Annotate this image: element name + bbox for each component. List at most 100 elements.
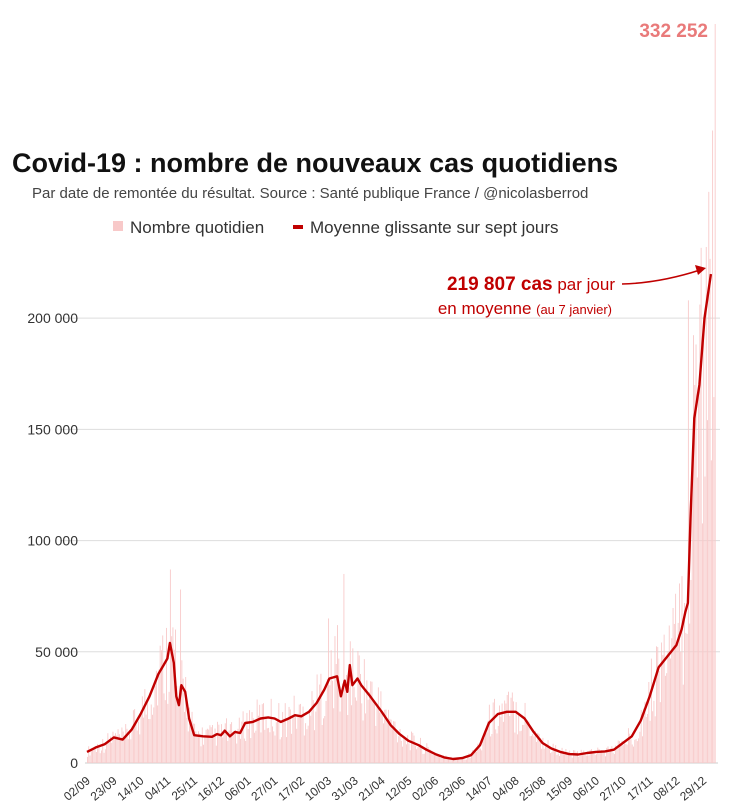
- daily-bar: [251, 712, 253, 763]
- daily-bar: [495, 729, 497, 763]
- daily-bar: [703, 324, 705, 763]
- daily-bar: [372, 699, 374, 763]
- daily-bar: [662, 655, 664, 763]
- daily-bar: [312, 700, 314, 763]
- daily-bar: [700, 247, 702, 764]
- daily-bar: [708, 191, 710, 763]
- daily-bar: [389, 718, 391, 763]
- daily-bar: [388, 709, 389, 763]
- daily-bar: [431, 752, 433, 763]
- daily-bar: [280, 737, 282, 763]
- x-tick-label: 17/11: [624, 773, 656, 803]
- daily-bar: [228, 730, 230, 763]
- daily-bar: [306, 729, 308, 763]
- daily-bar: [557, 753, 559, 763]
- daily-bar: [398, 736, 400, 763]
- daily-bar: [109, 736, 111, 763]
- daily-bar: [571, 757, 573, 763]
- daily-bar: [316, 674, 318, 763]
- daily-bar: [115, 733, 116, 763]
- daily-bar: [449, 758, 451, 763]
- daily-bar: [420, 737, 421, 763]
- daily-bar: [194, 723, 196, 763]
- daily-bar: [159, 645, 161, 763]
- daily-bar: [695, 344, 697, 763]
- daily-bar: [232, 733, 234, 763]
- y-tick-label: 0: [70, 755, 78, 771]
- daily-bar: [578, 756, 580, 763]
- daily-bar: [246, 712, 248, 763]
- daily-bar: [468, 753, 470, 763]
- y-tick-label: 50 000: [35, 644, 78, 660]
- legend: Nombre quotidien Moyenne glissante sur s…: [113, 218, 559, 237]
- daily-bar: [155, 670, 157, 763]
- daily-bar: [121, 727, 123, 763]
- daily-bar: [241, 721, 243, 763]
- daily-bar: [370, 681, 372, 763]
- daily-bar: [474, 749, 476, 763]
- daily-bar: [153, 707, 155, 763]
- daily-bar: [104, 749, 106, 763]
- daily-bar: [434, 752, 435, 763]
- x-tick-label: 23/06: [436, 773, 468, 803]
- daily-bar: [397, 742, 398, 763]
- daily-bar: [307, 725, 309, 763]
- daily-bar: [562, 751, 564, 763]
- daily-bar: [293, 695, 295, 763]
- daily-bars: [87, 24, 716, 764]
- daily-bar: [167, 703, 169, 763]
- daily-bar: [606, 747, 608, 763]
- daily-bar: [203, 744, 204, 763]
- daily-bar: [444, 756, 446, 763]
- daily-bar: [477, 743, 479, 763]
- daily-bar: [242, 711, 244, 763]
- daily-bar: [343, 573, 345, 763]
- daily-bar: [652, 711, 654, 763]
- daily-bar: [481, 750, 483, 763]
- daily-bar: [451, 758, 453, 763]
- daily-bar: [629, 733, 631, 763]
- daily-bar: [648, 681, 650, 763]
- daily-bar: [518, 715, 520, 763]
- daily-bar: [568, 754, 569, 763]
- daily-bar: [457, 759, 458, 763]
- x-tick-label: 21/04: [356, 773, 388, 803]
- x-tick-label: 27/10: [597, 773, 629, 803]
- daily-bar: [622, 745, 624, 763]
- daily-bar: [656, 646, 657, 763]
- daily-bar: [274, 735, 276, 763]
- daily-bar: [139, 734, 141, 763]
- daily-bar: [196, 734, 198, 763]
- daily-bar: [206, 728, 208, 763]
- daily-bar: [588, 755, 590, 763]
- daily-bar: [550, 753, 552, 763]
- daily-bar: [162, 635, 164, 763]
- daily-bar: [215, 745, 217, 763]
- daily-bar: [439, 754, 441, 763]
- y-tick-label: 200 000: [27, 310, 78, 326]
- daily-bar: [621, 740, 623, 763]
- daily-bar: [494, 698, 495, 763]
- daily-bar: [286, 737, 287, 763]
- daily-bar: [238, 717, 240, 763]
- daily-bar: [446, 758, 448, 763]
- daily-bar: [664, 675, 666, 763]
- daily-bar: [250, 738, 252, 763]
- daily-bar: [463, 756, 465, 763]
- daily-bar: [694, 385, 696, 763]
- daily-bar: [522, 724, 523, 763]
- daily-bar: [353, 687, 355, 763]
- legend-line-swatch: [293, 225, 303, 229]
- daily-bar: [87, 756, 88, 763]
- daily-bar: [272, 726, 273, 763]
- daily-bar: [441, 755, 443, 763]
- daily-bar: [556, 754, 558, 763]
- daily-bar: [681, 576, 683, 763]
- daily-bar: [509, 715, 511, 763]
- daily-bar: [619, 741, 620, 763]
- daily-bar: [500, 716, 502, 763]
- daily-bar: [613, 754, 615, 763]
- daily-bar: [710, 460, 712, 763]
- daily-bar: [146, 699, 148, 763]
- daily-bar: [357, 651, 359, 763]
